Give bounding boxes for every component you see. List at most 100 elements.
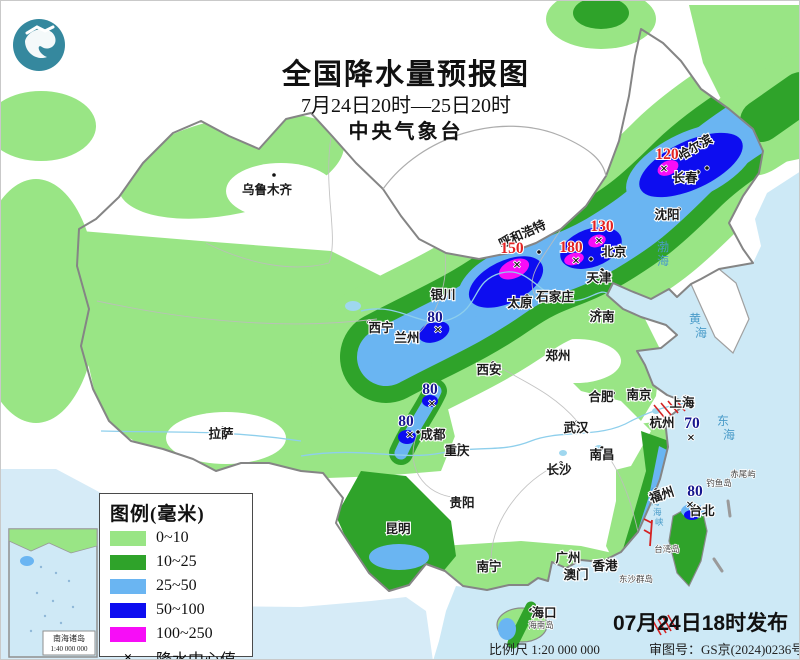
city-dot bbox=[558, 347, 564, 353]
city-marker: 武汉 bbox=[562, 419, 590, 436]
legend-range-label: 0~10 bbox=[156, 529, 189, 546]
city-dot bbox=[574, 419, 580, 425]
city-dot bbox=[653, 415, 659, 421]
island-label: 钓鱼岛 bbox=[706, 478, 732, 488]
mongolia-border bbox=[382, 125, 607, 190]
center-cross-icon: × bbox=[687, 431, 695, 446]
city-dot bbox=[568, 549, 574, 555]
city-label: 海口 bbox=[531, 605, 556, 620]
city-label: 天津 bbox=[586, 270, 612, 285]
city-label: 南昌 bbox=[589, 447, 614, 462]
city-dot bbox=[599, 267, 605, 273]
precip-outside bbox=[1, 1, 799, 423]
city-marker: 海口 bbox=[528, 604, 558, 621]
city-marker: 石家庄 bbox=[534, 288, 575, 305]
city-marker: 南宁 bbox=[475, 558, 502, 575]
center-marker-label: 降水中心值 bbox=[156, 646, 236, 659]
legend-items: 0~10 10~25 25~50 50~100 100~250 bbox=[110, 526, 252, 646]
precip-center: 150× bbox=[499, 239, 525, 274]
city-label: 太原 bbox=[507, 295, 533, 310]
center-cross-icon: × bbox=[434, 323, 442, 338]
center-value: 130 bbox=[590, 218, 614, 235]
city-marker: 西宁 bbox=[366, 319, 395, 336]
precip-center: 80× bbox=[426, 308, 444, 339]
taiwan-island bbox=[668, 504, 708, 588]
page-title: 全国降水量预报图 bbox=[281, 59, 531, 91]
city-label: 南宁 bbox=[476, 559, 501, 574]
boundary-dash bbox=[712, 499, 732, 573]
city-label: 西安 bbox=[476, 362, 501, 377]
legend-swatch bbox=[110, 578, 146, 594]
city-dot bbox=[695, 169, 701, 175]
precip-center-values: 150×130×180×120×80×80×80×70×80× bbox=[397, 145, 704, 514]
legend-item: 10~25 bbox=[110, 550, 252, 574]
city-marker: 成都 bbox=[415, 426, 447, 443]
city-dot bbox=[653, 487, 659, 493]
legend-item: 50~100 bbox=[110, 598, 252, 622]
city-label: 澳门 bbox=[563, 567, 588, 582]
province-borders bbox=[96, 136, 639, 562]
city-marker: 昆明 bbox=[384, 520, 411, 537]
inset-south-china-sea: 南海诸岛 1:40 000 000 bbox=[8, 528, 98, 658]
city-label: 武汉 bbox=[563, 420, 589, 435]
city-dot bbox=[411, 330, 417, 336]
red-barb-marker-shanghai bbox=[653, 398, 686, 418]
city-label: 银川 bbox=[430, 287, 455, 302]
city-dot bbox=[271, 172, 277, 178]
city-marker: 杭州 bbox=[648, 414, 675, 431]
city-marker: 上海 bbox=[668, 394, 696, 411]
city-marker: 澳门 bbox=[562, 566, 589, 583]
island-label: 赤尾屿 bbox=[730, 469, 756, 479]
city-label: 香港 bbox=[591, 558, 618, 573]
agency-name: 中央气象台 bbox=[348, 121, 464, 143]
city-label: 兰州 bbox=[394, 330, 419, 345]
precip-center: 80× bbox=[685, 482, 704, 514]
hainan-island bbox=[496, 601, 548, 649]
city-dot bbox=[220, 425, 226, 431]
center-cross-icon: × bbox=[686, 498, 694, 513]
city-marker: 重庆 bbox=[443, 442, 471, 459]
city-label: 成都 bbox=[420, 427, 446, 442]
city-dot bbox=[536, 249, 542, 255]
city-dot bbox=[456, 442, 462, 448]
legend-swatch bbox=[110, 602, 146, 618]
city-marker: 长春 bbox=[671, 169, 701, 186]
center-value: 180 bbox=[559, 239, 583, 256]
city-label: 台北 bbox=[689, 503, 715, 518]
city-dot bbox=[676, 206, 682, 212]
city-dot bbox=[599, 445, 605, 451]
sea-label: 黄海 bbox=[689, 312, 708, 340]
city-marker: 西安 bbox=[475, 360, 503, 378]
city-label: 北京 bbox=[601, 244, 627, 259]
city-dot bbox=[524, 293, 530, 299]
legend-range-label: 50~100 bbox=[156, 601, 205, 618]
city-marker: 天津 bbox=[585, 267, 613, 286]
island-label: 台湾岛 bbox=[654, 544, 680, 554]
city-dot bbox=[579, 566, 585, 572]
city-label: 沈阳 bbox=[654, 207, 679, 222]
legend-item: 25~50 bbox=[110, 574, 252, 598]
inset-scale: 1:40 000 000 bbox=[51, 645, 88, 653]
city-dot bbox=[558, 460, 564, 466]
center-cross-icon: × bbox=[660, 162, 668, 177]
center-value: 150 bbox=[500, 240, 524, 257]
legend-range-label: 10~25 bbox=[156, 553, 197, 570]
city-dot bbox=[539, 290, 545, 296]
legend-range-label: 25~50 bbox=[156, 577, 197, 594]
release-time: 07月24日18时发布 bbox=[613, 612, 789, 635]
city-marker: 台北 bbox=[688, 502, 716, 519]
cma-dragon-logo bbox=[13, 19, 65, 71]
city-dot bbox=[682, 394, 688, 400]
city-dot bbox=[366, 319, 372, 325]
center-value: 80 bbox=[427, 309, 443, 326]
center-cross-icon: × bbox=[428, 397, 436, 412]
legend-item: 100~250 bbox=[110, 622, 252, 646]
city-dot bbox=[704, 165, 710, 171]
city-label: 上海 bbox=[669, 395, 695, 410]
city-marker: 北京 bbox=[588, 243, 628, 262]
legend-swatch bbox=[110, 626, 146, 642]
precip-center: 180× bbox=[558, 238, 584, 270]
city-dot bbox=[700, 505, 706, 511]
center-value: 120 bbox=[655, 146, 679, 163]
city-marker: 南京 bbox=[625, 386, 653, 403]
